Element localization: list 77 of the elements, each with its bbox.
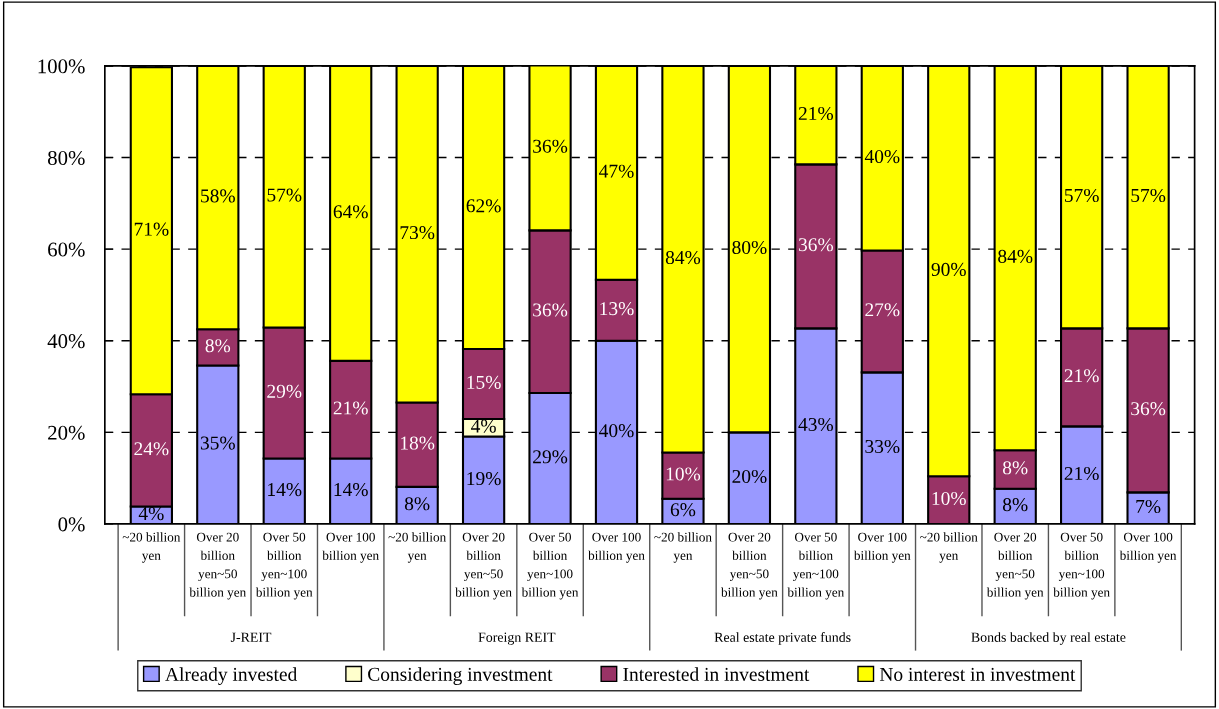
x-tick-label: Over 50 billion yen~100 billion yen — [255, 532, 313, 600]
x-tick-label: Over 20 billion yen~50 billion yen — [455, 532, 512, 600]
text: J-REIT — [230, 632, 272, 642]
data-label: 14% — [334, 482, 368, 497]
x-tick-label: Over 100 billion yen — [588, 532, 645, 563]
data-label: 13% — [600, 302, 634, 316]
data-label: 14% — [268, 482, 302, 497]
data-label: 33% — [865, 439, 900, 454]
data-label: 73% — [400, 226, 435, 240]
data-label: 62% — [466, 199, 501, 213]
y-tick-label: 0% — [58, 517, 85, 532]
data-label: 84% — [998, 249, 1033, 263]
data-label: 8% — [1002, 461, 1028, 475]
data-label: 80% — [732, 240, 767, 255]
data-label: 71% — [134, 222, 169, 236]
x-tick-label: ~20 billion yen — [388, 532, 446, 563]
x-tick-label: Over 20 billion yen~50 billion yen — [189, 532, 246, 600]
data-label: 57% — [1131, 188, 1166, 203]
data-label: 4% — [138, 506, 164, 521]
text: Bonds backed by real estate — [971, 632, 1126, 645]
x-tick-label: Over 20 billion yen~50 billion yen — [721, 532, 778, 600]
x-tick-label: Over 50 billion yen~100 billion yen — [787, 532, 845, 600]
legend-label: No interest in investment — [879, 667, 1076, 681]
data-label: 7% — [1136, 499, 1161, 514]
x-tick-label: Over 100 billion yen — [322, 532, 379, 563]
x-tick-label: Over 20 billion yen~50 billion yen — [986, 532, 1044, 600]
text: Real estate private funds — [714, 632, 851, 645]
y-tick-label: 20% — [48, 425, 85, 440]
data-label: 64% — [333, 205, 368, 219]
data-label: 36% — [1131, 402, 1166, 416]
data-label: 6% — [670, 503, 696, 517]
x-tick-label: ~20 billion yen — [654, 532, 712, 563]
data-label: 18% — [401, 436, 435, 450]
x-tick-label: Over 50 billion yen~100 billion yen — [521, 532, 579, 600]
data-label: 35% — [200, 436, 235, 450]
data-label: 19% — [467, 471, 501, 486]
y-tick-label: 100% — [38, 59, 85, 74]
y-tick-label: 80% — [48, 150, 85, 166]
data-label: 27% — [865, 303, 900, 317]
data-label: 8% — [404, 497, 430, 511]
y-tick-label: 40% — [47, 334, 85, 349]
legend-label: Already invested — [165, 667, 298, 685]
x-tick-label: ~20 billion yen — [920, 532, 978, 563]
data-label: 21% — [1064, 369, 1099, 383]
text: Foreign REIT — [478, 632, 556, 645]
x-tick-label: ~20 billion yen — [122, 532, 181, 563]
data-label: 84% — [665, 250, 701, 265]
data-label: 36% — [533, 303, 568, 317]
data-label: 8% — [1002, 498, 1028, 512]
y-tick-label: 60% — [48, 242, 85, 257]
data-label: 58% — [201, 189, 235, 203]
data-label: 57% — [267, 188, 302, 202]
data-label: 36% — [533, 139, 568, 153]
data-label: 21% — [333, 401, 368, 415]
data-label: 29% — [267, 384, 302, 398]
data-label: 47% — [599, 164, 634, 178]
data-label: 10% — [666, 467, 701, 481]
data-label: 15% — [467, 375, 501, 389]
legend-label: Interested in investment — [623, 667, 810, 681]
data-label: 29% — [533, 450, 568, 464]
data-label: 10% — [932, 491, 966, 506]
legend-label: Considering investment — [368, 667, 553, 685]
data-label: 8% — [205, 339, 231, 353]
data-label: 21% — [798, 106, 834, 121]
data-label: 36% — [798, 238, 834, 252]
data-label: 24% — [134, 442, 169, 456]
x-tick-label: Over 50 billion yen~100 billion yen — [1053, 532, 1110, 600]
data-label: 57% — [1064, 188, 1099, 203]
data-label: 90% — [931, 262, 966, 277]
data-label: 21% — [1064, 466, 1099, 481]
x-tick-label: Over 100 billion yen — [853, 532, 911, 563]
data-label: 20% — [732, 469, 767, 484]
data-label: 43% — [798, 417, 834, 432]
data-label: 40% — [864, 149, 900, 164]
data-label: 4% — [471, 419, 496, 433]
data-label: 40% — [599, 424, 634, 438]
x-tick-label: Over 100 billion yen — [1119, 532, 1177, 563]
